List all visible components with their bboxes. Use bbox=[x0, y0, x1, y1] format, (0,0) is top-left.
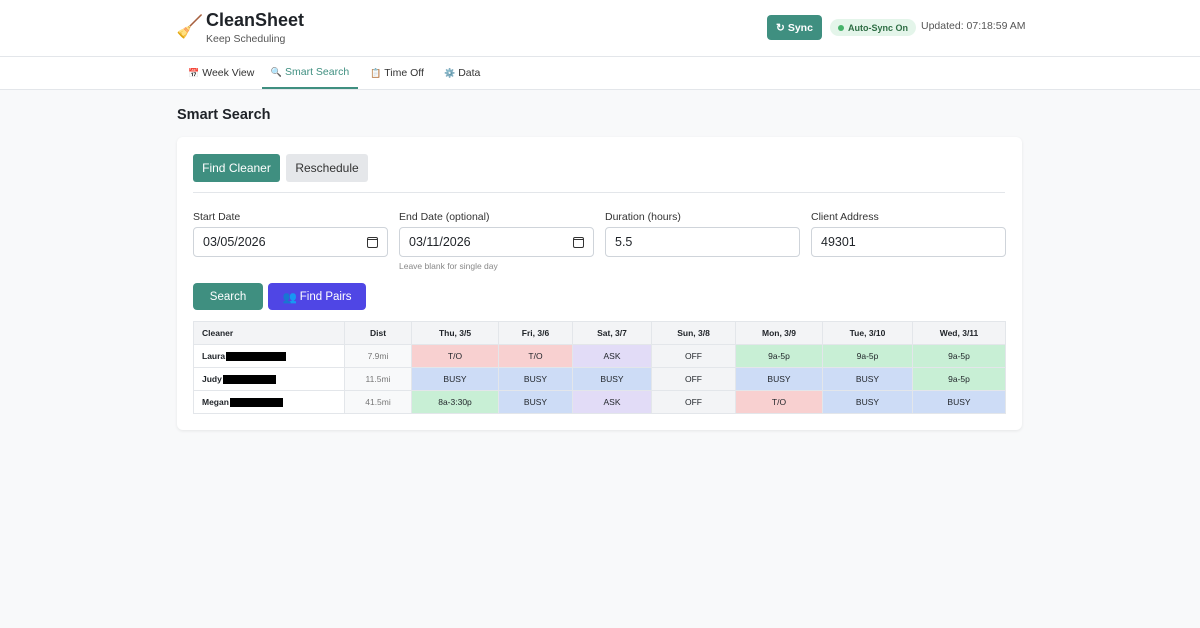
calendar-icon: 📅 bbox=[188, 67, 200, 78]
people-icon: 👥 bbox=[282, 291, 297, 304]
magnifier-icon: 🔍 bbox=[270, 66, 282, 77]
column-header: Sat, 3/7 bbox=[572, 321, 652, 345]
distance-cell: 11.5mi bbox=[344, 367, 412, 391]
end-date-hint: Leave blank for single day bbox=[399, 261, 498, 271]
cleaner-name: Judy bbox=[202, 373, 222, 384]
tab-label: Week View bbox=[202, 67, 255, 79]
sync-button[interactable]: ↻ Sync bbox=[767, 15, 822, 40]
schedule-cell[interactable]: 8a-3:30p bbox=[411, 390, 499, 414]
schedule-cell[interactable]: OFF bbox=[651, 344, 736, 368]
find-pairs-button[interactable]: 👥 Find Pairs bbox=[268, 283, 366, 310]
reschedule-button[interactable]: Reschedule bbox=[286, 154, 368, 182]
schedule-cell[interactable]: T/O bbox=[735, 390, 823, 414]
gear-icon: ⚙️ bbox=[444, 67, 456, 78]
duration-label: Duration (hours) bbox=[605, 211, 681, 223]
client-address-input[interactable]: 49301 bbox=[811, 227, 1006, 257]
clipboard-icon: 📋 bbox=[370, 67, 382, 78]
broom-icon: 🧹 bbox=[176, 14, 204, 39]
find-pairs-label: Find Pairs bbox=[299, 290, 352, 303]
schedule-cell[interactable]: T/O bbox=[411, 344, 499, 368]
tab-label: Smart Search bbox=[285, 66, 350, 78]
tab-data[interactable]: ⚙️ Data bbox=[442, 57, 482, 89]
page-title: Smart Search bbox=[177, 107, 271, 123]
tab-bar: 📅 Week View 🔍 Smart Search 📋 Time Off ⚙️… bbox=[0, 57, 1200, 90]
calendar-icon[interactable] bbox=[367, 236, 378, 248]
schedule-cell[interactable]: BUSY bbox=[822, 367, 913, 391]
redacted-surname bbox=[229, 398, 283, 408]
schedule-cell[interactable]: ASK bbox=[572, 344, 652, 368]
cleaner-name-cell: Judy bbox=[193, 367, 345, 391]
redacted-surname bbox=[226, 352, 287, 362]
redacted-surname bbox=[222, 375, 276, 385]
app-title: CleanSheet bbox=[206, 10, 305, 30]
distance-cell: 41.5mi bbox=[344, 390, 412, 414]
schedule-cell[interactable]: OFF bbox=[651, 367, 736, 391]
schedule-cell[interactable]: BUSY bbox=[822, 390, 913, 414]
sync-label: Sync bbox=[787, 21, 813, 34]
cleaner-name-cell: Megan bbox=[193, 390, 345, 414]
auto-sync-label: Auto-Sync On bbox=[848, 22, 908, 33]
divider bbox=[193, 192, 1005, 193]
start-date-value: 03/05/2026 bbox=[203, 235, 266, 249]
schedule-cell[interactable]: BUSY bbox=[498, 390, 573, 414]
tab-smart-search[interactable]: 🔍 Smart Search bbox=[262, 57, 358, 89]
column-header: Cleaner bbox=[193, 321, 345, 345]
cleaner-name: Laura bbox=[202, 350, 226, 361]
column-header: Mon, 3/9 bbox=[735, 321, 823, 345]
updated-timestamp: Updated: 07:18:59 AM bbox=[921, 20, 1026, 32]
tab-time-off[interactable]: 📋 Time Off bbox=[368, 57, 426, 89]
status-dot-icon bbox=[838, 24, 844, 31]
distance-cell: 7.9mi bbox=[344, 344, 412, 368]
tab-week-view[interactable]: 📅 Week View bbox=[186, 57, 256, 89]
client-address-label: Client Address bbox=[811, 211, 879, 223]
schedule-cell[interactable]: T/O bbox=[498, 344, 573, 368]
cleaner-name-cell: Laura bbox=[193, 344, 345, 368]
schedule-cell[interactable]: 9a-5p bbox=[912, 344, 1006, 368]
schedule-cell[interactable]: ASK bbox=[572, 390, 652, 414]
start-date-label: Start Date bbox=[193, 211, 241, 223]
search-card: Find Cleaner Reschedule Start Date 03/05… bbox=[177, 137, 1022, 430]
column-header: Fri, 3/6 bbox=[498, 321, 573, 345]
start-date-input[interactable]: 03/05/2026 bbox=[193, 227, 388, 257]
schedule-cell[interactable]: 9a-5p bbox=[735, 344, 823, 368]
schedule-cell[interactable]: BUSY bbox=[498, 367, 573, 391]
end-date-input[interactable]: 03/11/2026 bbox=[399, 227, 594, 257]
schedule-cell[interactable]: BUSY bbox=[411, 367, 499, 391]
tab-label: Data bbox=[458, 67, 481, 79]
column-header: Dist bbox=[344, 321, 412, 345]
app-header: 🧹 CleanSheet Keep Scheduling ↻ Sync Auto… bbox=[0, 0, 1200, 57]
column-header: Tue, 3/10 bbox=[822, 321, 913, 345]
refresh-icon: ↻ bbox=[776, 21, 785, 34]
results-table: Cleaner Dist Thu, 3/5 Fri, 3/6 Sat, 3/7 … bbox=[193, 321, 1006, 414]
schedule-cell[interactable]: 9a-5p bbox=[822, 344, 913, 368]
tab-label: Time Off bbox=[384, 67, 424, 79]
schedule-cell[interactable]: BUSY bbox=[572, 367, 652, 391]
column-header: Wed, 3/11 bbox=[912, 321, 1006, 345]
schedule-cell[interactable]: 9a-5p bbox=[912, 367, 1006, 391]
duration-value: 5.5 bbox=[615, 235, 633, 249]
table-header-row: Cleaner Dist Thu, 3/5 Fri, 3/6 Sat, 3/7 … bbox=[193, 321, 1006, 345]
find-cleaner-button[interactable]: Find Cleaner bbox=[193, 154, 280, 182]
column-header: Sun, 3/8 bbox=[651, 321, 736, 345]
duration-input[interactable]: 5.5 bbox=[605, 227, 800, 257]
table-row[interactable]: Judy 11.5mi BUSY BUSY BUSY OFF BUSY BUSY… bbox=[193, 367, 1006, 391]
table-row[interactable]: Laura 7.9mi T/O T/O ASK OFF 9a-5p 9a-5p … bbox=[193, 344, 1006, 368]
schedule-cell[interactable]: BUSY bbox=[912, 390, 1006, 414]
end-date-value: 03/11/2026 bbox=[409, 235, 471, 249]
column-header: Thu, 3/5 bbox=[411, 321, 499, 345]
schedule-cell[interactable]: BUSY bbox=[735, 367, 823, 391]
auto-sync-badge: Auto-Sync On bbox=[830, 19, 916, 36]
schedule-cell[interactable]: OFF bbox=[651, 390, 736, 414]
end-date-label: End Date (optional) bbox=[399, 211, 490, 223]
app-subtitle: Keep Scheduling bbox=[206, 33, 286, 45]
search-button[interactable]: Search bbox=[193, 283, 263, 310]
calendar-icon[interactable] bbox=[573, 236, 584, 248]
client-address-value: 49301 bbox=[821, 235, 856, 249]
table-row[interactable]: Megan 41.5mi 8a-3:30p BUSY ASK OFF T/O B… bbox=[193, 390, 1006, 414]
cleaner-name: Megan bbox=[202, 396, 229, 407]
